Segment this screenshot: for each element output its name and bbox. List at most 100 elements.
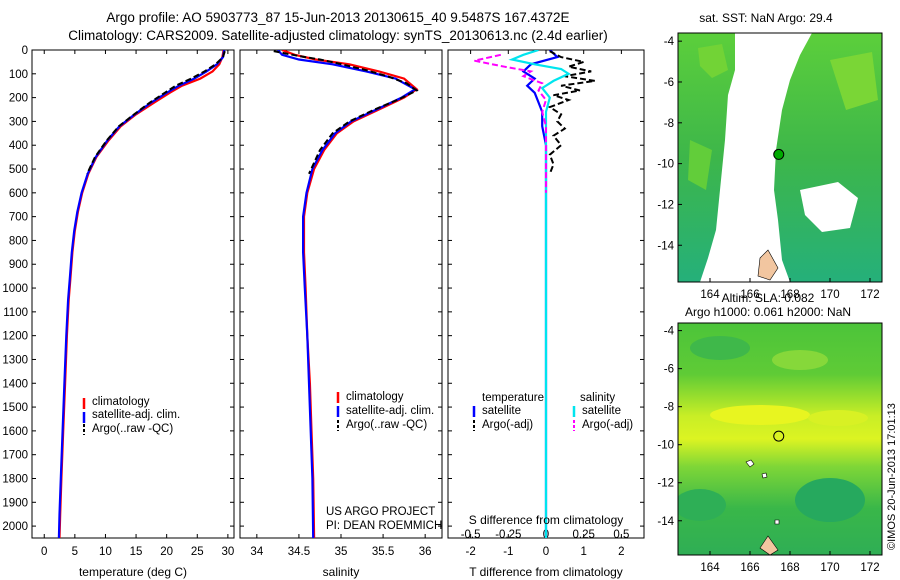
t-difference-tick-labels: -2 -1 0 1 2 xyxy=(465,50,625,558)
salinity-xlabel: salinity xyxy=(323,565,360,579)
depth-tick-label: 1500 xyxy=(2,402,28,414)
lon-tick-label: 170 xyxy=(820,289,839,301)
legend-label-s-satellite: satellite xyxy=(582,405,621,417)
x-tick-label: 0 xyxy=(543,546,549,558)
x-tick-label: -1 xyxy=(503,546,513,558)
sst-patch xyxy=(698,44,728,78)
lon-tick-label: 166 xyxy=(740,289,759,301)
depth-tick-labels: 0 100 200 300 400 500 600 700 800 900 1000 1100 1200… xyxy=(2,45,234,533)
sst-map-panel: sat. SST: NaN Argo: 29.4 164 166 168 170 172… xyxy=(657,11,883,301)
x-tick-label: 34 xyxy=(250,546,263,558)
x-tick-label: 20 xyxy=(160,546,173,558)
lon-tick-label: 164 xyxy=(700,289,720,301)
depth-tick-label: 200 xyxy=(9,93,28,105)
depth-tick-label: 1400 xyxy=(2,378,28,390)
salinity-axes-frame xyxy=(239,49,443,539)
sla-map-frame xyxy=(677,322,883,556)
legend-label-t-satellite: satellite xyxy=(482,405,521,417)
lon-tick-label: 166 xyxy=(740,562,759,574)
legend-label-argo: Argo(..raw -QC) xyxy=(346,419,427,431)
lat-tick-label: -6 xyxy=(664,77,674,89)
legend-title-temperature: temperature xyxy=(482,392,544,404)
lat-tick-label: -14 xyxy=(657,516,674,528)
legend-label-climatology: climatology xyxy=(92,396,150,408)
sla-map-title-line1: Altim. SLA: 0.082 xyxy=(722,291,815,305)
salinity-tick-labels: 34 34.5 35 35.5 36 xyxy=(250,50,432,558)
sla-patch xyxy=(678,489,726,521)
difference-legend: temperature salinity satellite Argo(-adj… xyxy=(472,392,633,431)
sst-argo-marker xyxy=(773,148,785,160)
depth-tick-label: 500 xyxy=(9,164,28,176)
difference-depth-ticks xyxy=(448,49,644,527)
lat-tick-label: -10 xyxy=(657,440,674,452)
lat-tick-label: -6 xyxy=(664,364,674,376)
depth-tick-label: 1200 xyxy=(2,331,28,343)
series-line-argo-raw-qc xyxy=(273,50,419,175)
s-difference-xlabel: S difference from climatology xyxy=(469,513,624,527)
s-difference-tick-labels: -0.5 -0.25 0 0.25 0.5 xyxy=(461,529,630,541)
lat-tick-label: -12 xyxy=(657,478,674,490)
x-tick-label: 1 xyxy=(580,546,586,558)
lat-tick-label: -12 xyxy=(657,199,674,211)
depth-tick-label: 900 xyxy=(9,259,28,271)
depth-tick-label: 1900 xyxy=(2,497,28,509)
lat-tick-label: -8 xyxy=(664,402,674,414)
depth-tick-label: 1000 xyxy=(2,283,28,295)
temperature-axes-frame xyxy=(31,49,235,539)
difference-panel: -2 -1 0 1 2 -0.5 -0.25 0 0.25 0.5 T difference f… xyxy=(447,49,645,579)
sla-field xyxy=(678,323,882,555)
series-line-satellite-adj-clim xyxy=(277,50,418,538)
depth-tick-label: 700 xyxy=(9,212,28,224)
t-difference-xlabel: T difference from climatology xyxy=(469,565,623,579)
sst-lat-tick-labels: -4 -6 -8 -10 -12 -14 xyxy=(657,36,682,252)
lon-tick-label: 172 xyxy=(860,289,879,301)
sla-lat-tick-labels: -4 -6 -8 -10 -12 -14 xyxy=(657,326,682,528)
sst-patch xyxy=(830,52,878,110)
sla-island xyxy=(759,535,779,555)
depth-tick-label: 1300 xyxy=(2,354,28,366)
depth-tick-label: 300 xyxy=(9,116,28,128)
temperature-legend: climatology satellite-adj. clim. Argo(..… xyxy=(82,396,180,435)
sla-patch xyxy=(772,350,828,370)
x-tick-label: 25 xyxy=(191,546,204,558)
x-tick-label: -2 xyxy=(465,546,475,558)
x-tick-label: 15 xyxy=(130,546,143,558)
series-line-satellite-adj-clim xyxy=(57,50,226,538)
lat-tick-label: -8 xyxy=(664,118,674,130)
top-tick-label: 0.25 xyxy=(572,529,594,541)
sst-map-frame xyxy=(677,32,883,283)
x-tick-label: 36 xyxy=(419,546,432,558)
legend-label-s-argo: Argo(-adj) xyxy=(582,419,633,431)
depth-tick-label: 2000 xyxy=(2,521,28,533)
series-line-s-satellite xyxy=(508,50,571,538)
depth-tick-label: 1100 xyxy=(3,307,28,319)
depth-tick-label: 800 xyxy=(9,235,28,247)
sla-map-title-line2: Argo h1000: 0.061 h2000: NaN xyxy=(685,305,851,319)
temperature-series xyxy=(57,50,226,538)
salinity-panel: 34 34.5 35 35.5 36 salinity climatology sate… xyxy=(239,49,443,579)
salinity-legend: climatology satellite-adj. clim. Argo(..… xyxy=(336,391,434,431)
x-tick-label: 35 xyxy=(335,546,348,558)
salinity-series xyxy=(273,50,419,538)
depth-tick-label: 600 xyxy=(9,188,28,200)
figure-title-line1: Argo profile: AO 5903773_87 15-Jun-2013 … xyxy=(106,10,569,25)
lon-tick-label: 172 xyxy=(860,562,879,574)
legend-title-salinity: salinity xyxy=(580,392,615,404)
series-line-s-argo-adj xyxy=(474,53,548,193)
depth-tick-label: 400 xyxy=(9,140,28,152)
temperature-panel: 0100200300400500600700800900100011001200… xyxy=(2,45,235,579)
sla-patch xyxy=(710,405,810,425)
sla-patch xyxy=(795,478,865,522)
lon-tick-label: 164 xyxy=(700,562,720,574)
lon-tick-label: 168 xyxy=(780,289,799,301)
lat-tick-label: -4 xyxy=(664,36,675,48)
temperature-xlabel: temperature (deg C) xyxy=(79,565,187,579)
lat-tick-label: -10 xyxy=(657,159,674,171)
difference-series xyxy=(474,50,596,538)
series-line-t-argo-adj xyxy=(547,50,596,175)
series-line-argo-raw-qc xyxy=(86,50,226,175)
sst-island xyxy=(757,249,779,281)
lat-tick-label: -14 xyxy=(657,240,674,252)
x-tick-label: 35.5 xyxy=(372,546,394,558)
